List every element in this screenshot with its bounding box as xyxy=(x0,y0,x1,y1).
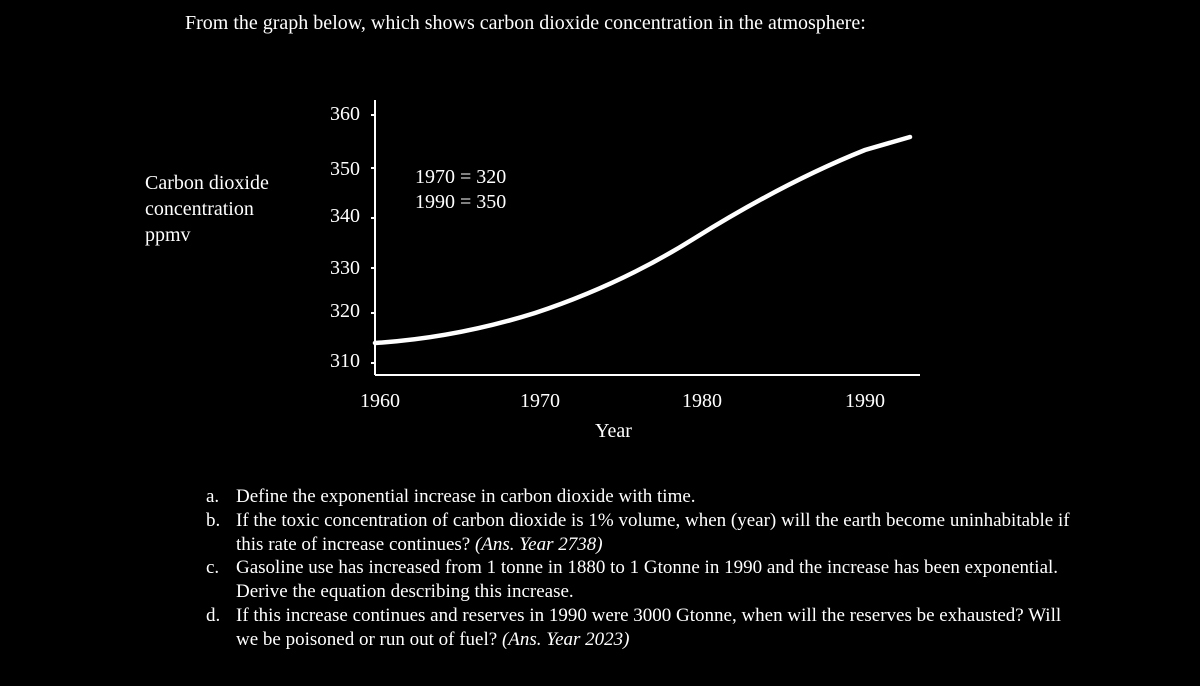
question-letter: a. xyxy=(200,485,236,509)
ylabel-line3: ppmv xyxy=(145,222,269,248)
question-list: a. Define the exponential increase in ca… xyxy=(200,485,1070,651)
question-text: If this increase continues and reserves … xyxy=(236,604,1070,652)
ytick-310: 310 xyxy=(310,350,360,373)
ytick-360: 360 xyxy=(310,103,360,126)
xtick-1980: 1980 xyxy=(672,390,732,413)
co2-curve xyxy=(375,137,910,343)
x-axis-label: Year xyxy=(595,420,632,443)
xtick-1970: 1970 xyxy=(510,390,570,413)
ylabel-line2: concentration xyxy=(145,196,269,222)
ytick-340: 340 xyxy=(310,205,360,228)
xtick-1960: 1960 xyxy=(350,390,410,413)
ylabel-line1: Carbon dioxide xyxy=(145,170,269,196)
question-b: b. If the toxic concentration of carbon … xyxy=(200,509,1070,557)
question-letter: c. xyxy=(200,556,236,604)
question-a: a. Define the exponential increase in ca… xyxy=(200,485,1070,509)
question-letter: d. xyxy=(200,604,236,652)
question-c: c. Gasoline use has increased from 1 ton… xyxy=(200,556,1070,604)
question-text: Gasoline use has increased from 1 tonne … xyxy=(236,556,1070,604)
xtick-1990: 1990 xyxy=(835,390,895,413)
question-d: d. If this increase continues and reserv… xyxy=(200,604,1070,652)
intro-text: From the graph below, which shows carbon… xyxy=(185,12,866,35)
ytick-350: 350 xyxy=(310,158,360,181)
question-text: If the toxic concentration of carbon dio… xyxy=(236,509,1070,557)
co2-chart xyxy=(365,100,965,400)
question-letter: b. xyxy=(200,509,236,557)
ytick-320: 320 xyxy=(310,300,360,323)
page: From the graph below, which shows carbon… xyxy=(0,0,1200,686)
ytick-330: 330 xyxy=(310,257,360,280)
y-axis-label: Carbon dioxide concentration ppmv xyxy=(145,170,269,248)
question-text: Define the exponential increase in carbo… xyxy=(236,485,1070,509)
